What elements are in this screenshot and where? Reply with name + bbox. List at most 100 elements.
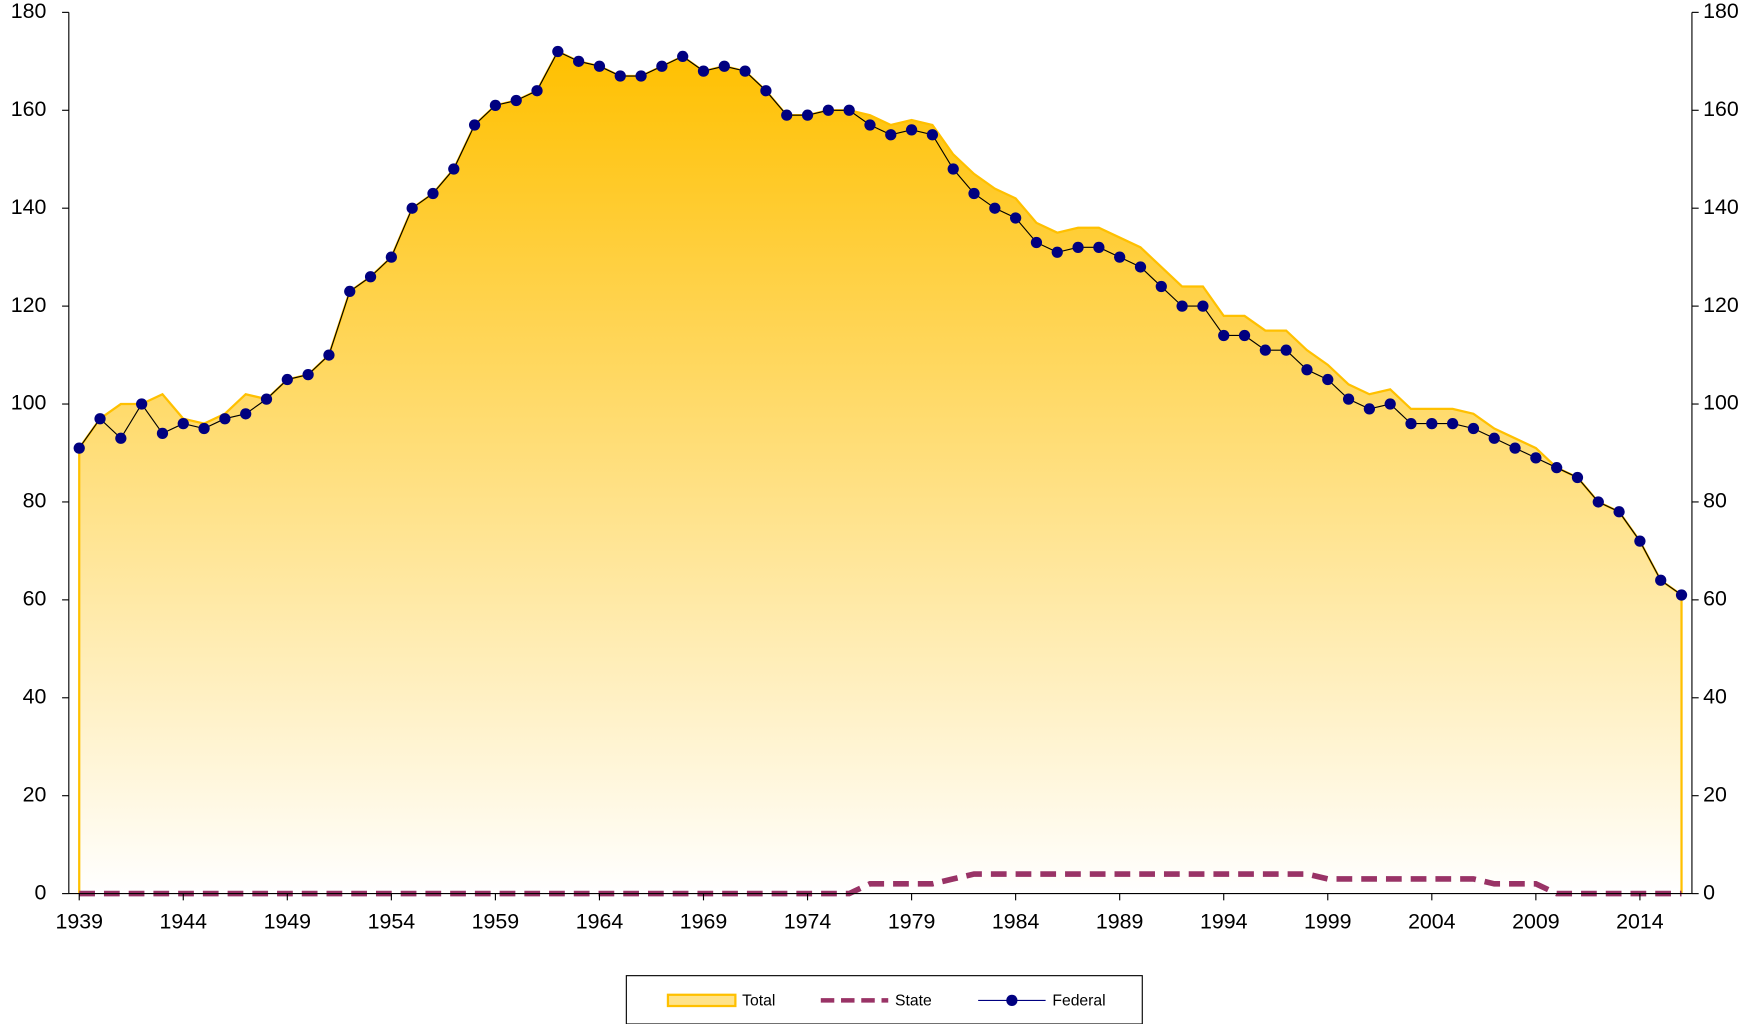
x-tick-label: 1969 — [680, 909, 727, 933]
federal-marker — [1280, 344, 1292, 356]
federal-marker — [885, 129, 897, 141]
federal-marker — [656, 60, 668, 72]
federal-marker — [1592, 496, 1604, 508]
federal-marker — [260, 393, 273, 405]
federal-marker — [926, 129, 939, 141]
x-tick-label: 1959 — [472, 909, 519, 933]
federal-marker — [1259, 344, 1271, 356]
federal-marker — [968, 187, 980, 200]
federal-marker — [323, 349, 335, 361]
federal-marker — [718, 60, 730, 72]
federal-marker — [73, 442, 85, 454]
federal-marker — [697, 65, 710, 77]
federal-marker — [489, 99, 502, 112]
federal-marker — [531, 85, 543, 97]
y-tick-label: 140 — [11, 195, 47, 219]
x-tick-label: 1964 — [576, 909, 624, 933]
federal-marker — [94, 413, 106, 425]
x-tick-label: 1984 — [992, 909, 1040, 933]
y-tick-label: 100 — [11, 391, 47, 415]
federal-marker — [947, 163, 959, 175]
federal-marker — [822, 104, 834, 116]
y2-tick-label: 160 — [1703, 97, 1739, 121]
federal-marker — [468, 119, 481, 131]
federal-marker — [801, 109, 814, 121]
y-tick-label: 40 — [23, 684, 47, 708]
y2-tick-label: 20 — [1703, 782, 1727, 806]
legend-label: Federal — [1052, 993, 1105, 1010]
federal-marker — [843, 104, 855, 116]
federal-marker — [219, 413, 231, 425]
y-tick-label: 180 — [11, 0, 47, 23]
federal-marker — [198, 422, 210, 435]
federal-marker — [136, 398, 148, 410]
federal-marker — [156, 427, 169, 440]
federal-marker — [1675, 589, 1688, 601]
federal-marker — [593, 60, 606, 72]
x-tick-label: 1999 — [1304, 909, 1351, 933]
federal-marker — [739, 65, 751, 77]
federal-marker — [1551, 462, 1563, 474]
federal-marker — [635, 70, 647, 82]
federal-marker — [1571, 471, 1584, 484]
y2-tick-label: 180 — [1703, 0, 1739, 23]
federal-marker — [1010, 212, 1022, 224]
federal-marker — [1322, 373, 1334, 386]
x-tick-label: 2004 — [1408, 909, 1456, 933]
federal-marker — [1301, 364, 1313, 376]
federal-marker — [905, 124, 918, 136]
federal-marker — [1613, 506, 1625, 518]
federal-marker — [240, 408, 252, 420]
federal-marker — [1030, 236, 1043, 249]
x-tick-label: 1994 — [1200, 909, 1248, 933]
federal-marker — [1488, 432, 1500, 444]
federal-marker — [1426, 417, 1438, 430]
federal-marker — [281, 373, 293, 386]
federal-marker — [385, 251, 397, 263]
legend-label: Total — [742, 993, 775, 1010]
federal-marker — [1467, 422, 1480, 435]
y-tick-label: 20 — [23, 782, 47, 806]
federal-marker — [510, 94, 522, 107]
federal-marker — [864, 119, 876, 131]
federal-marker — [1134, 261, 1147, 273]
legend-label: State — [895, 993, 932, 1010]
x-tick-label: 2014 — [1616, 909, 1664, 933]
y2-tick-label: 80 — [1703, 489, 1727, 513]
federal-marker — [781, 109, 793, 121]
federal-marker — [1509, 442, 1521, 454]
federal-marker — [989, 202, 1001, 214]
state-line — [79, 871, 1682, 897]
legend-swatch — [1006, 994, 1018, 1007]
federal-marker — [302, 369, 314, 381]
federal-marker — [1384, 398, 1396, 410]
total-area — [78, 50, 1683, 894]
y-tick-label: 160 — [11, 97, 47, 121]
federal-marker — [177, 417, 189, 430]
federal-marker — [1155, 280, 1167, 293]
y-tick-label: 60 — [23, 587, 47, 611]
federal-marker — [1218, 329, 1230, 342]
federal-marker — [115, 432, 127, 444]
federal-marker — [1114, 251, 1126, 263]
y2-tick-label: 0 — [1703, 880, 1715, 904]
federal-marker — [1447, 417, 1459, 430]
federal-marker — [1197, 300, 1209, 312]
x-tick-label: 1949 — [264, 909, 311, 933]
federal-marker — [448, 163, 460, 175]
y2-tick-label: 40 — [1703, 684, 1727, 708]
y-tick-label: 120 — [11, 293, 47, 317]
x-tick-label: 1944 — [160, 909, 208, 933]
federal-marker — [1051, 246, 1063, 258]
federal-marker — [364, 271, 377, 283]
federal-marker — [1405, 417, 1417, 430]
federal-marker — [1363, 403, 1376, 415]
federal-marker — [1093, 241, 1105, 253]
x-tick-label: 1979 — [888, 909, 935, 933]
federal-marker — [573, 55, 585, 67]
federal-marker — [677, 50, 689, 63]
federal-marker — [1342, 393, 1355, 405]
y2-tick-label: 100 — [1703, 391, 1739, 415]
